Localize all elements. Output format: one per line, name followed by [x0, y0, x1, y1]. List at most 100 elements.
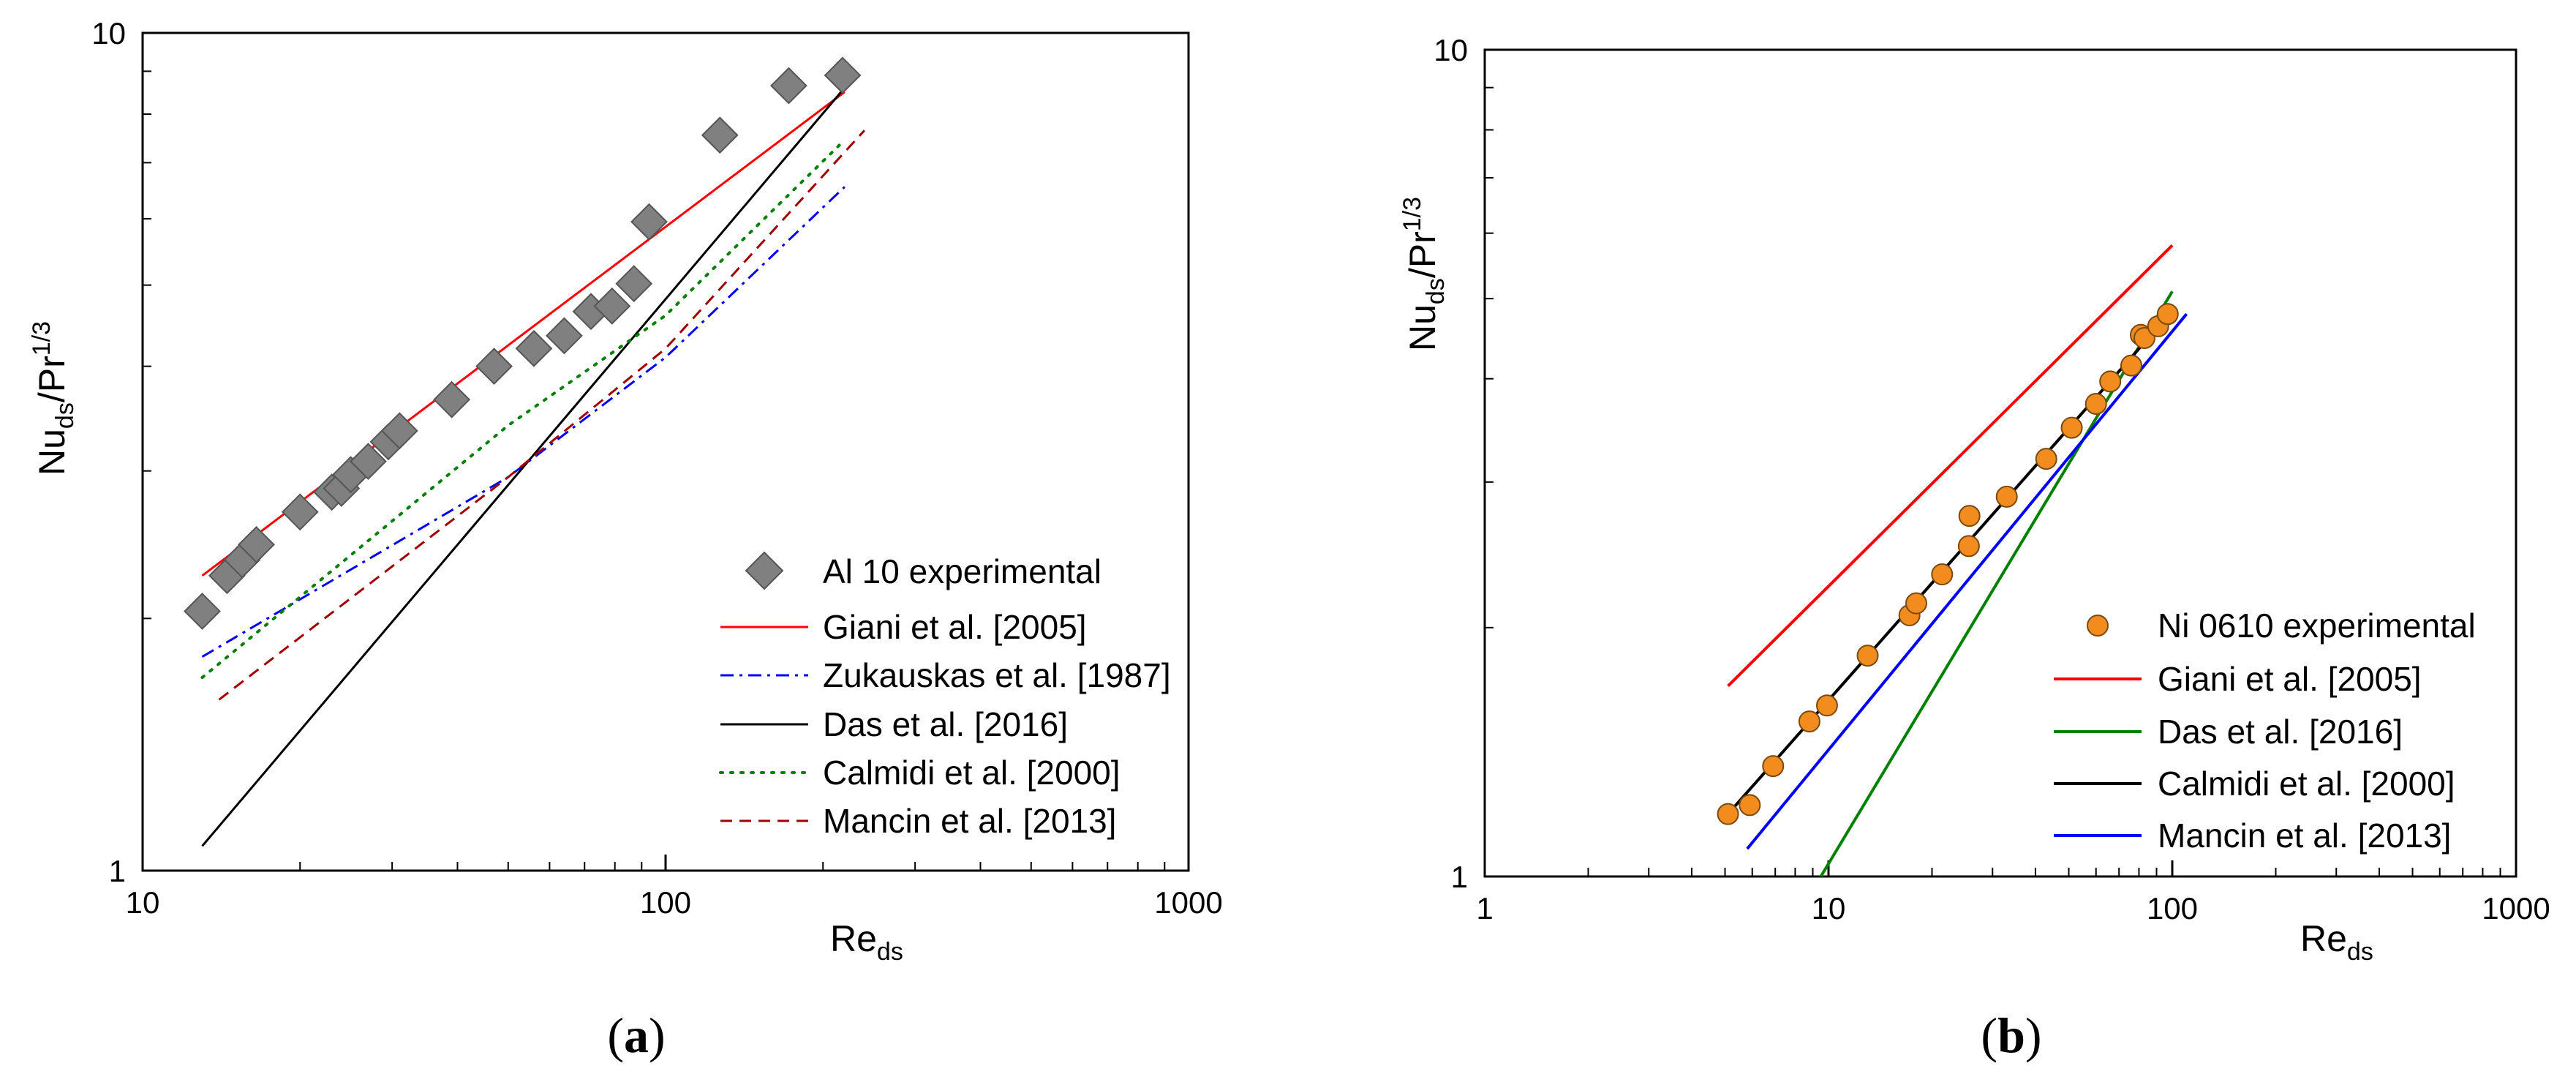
panel-a-minor-ticks: [143, 70, 1166, 871]
panel-a-al-10-experimental-point-12: [475, 348, 513, 386]
panel-a-legend-label-al10: Al 10 experimental: [823, 552, 1101, 590]
panel-b-y-axis-title-main: Nu: [1402, 304, 1443, 351]
panel-a-y-axis-title-sub: ds: [51, 402, 79, 429]
panel-a-legend-marker-al10: [745, 551, 784, 590]
panel-b-ni-0610-experimental-point-5: [1856, 645, 1879, 667]
panel-b-ytick-label-10: 10: [1434, 33, 1468, 67]
panel-a-x-axis-title-main: Re: [830, 918, 877, 959]
panel-a-caption-letter: a: [624, 1007, 649, 1063]
panel-a-al-10-experimental-point-20: [769, 67, 807, 105]
panel-b-ni-0610-experimental-point-4: [1815, 694, 1838, 717]
panel-a-caption: (a): [607, 1007, 665, 1063]
panel-a-ytick-label-1: 1: [109, 854, 126, 888]
panel-a-x-axis-title: Reds: [830, 918, 903, 966]
panel-a-al-10-experimental-point-0: [184, 593, 221, 630]
panel-a-xtick-label-1000: 1000: [1154, 885, 1222, 920]
panel-b-ni-0610-experimental-point-15: [2099, 370, 2122, 393]
panel-a-y-axis-title-mid: /Pr: [31, 356, 72, 402]
panel-a-zukauskas-et-al-1987-line: [201, 186, 846, 658]
panel-b-ni-0610-experimental-point-8: [1931, 563, 1954, 585]
panel-a-plot-frame: [141, 31, 1190, 872]
panel-b-ni-0610-experimental-point-13: [2060, 416, 2083, 439]
panel-b-ni-0610-experimental-point-10: [1958, 505, 1981, 528]
panel-a-legend-label-zukauskas: Zukauskas et al. [1987]: [823, 656, 1171, 694]
panel-b-legend: Ni 0610 experimental Giani et al. [2005]…: [2054, 607, 2476, 855]
panel-b-mancin-et-al-2013-line: [1746, 312, 2188, 850]
panel-b-caption-close-paren: ): [2025, 1007, 2042, 1063]
panel-b-ytick-label-1: 1: [1451, 860, 1468, 894]
panel-b-legend-label-giani: Giani et al. [2005]: [2158, 660, 2422, 698]
panel-a-al-10-experimental-point-19: [701, 116, 739, 154]
panel-a-legend-label-das: Das et al. [2016]: [823, 705, 1068, 743]
panel-b-ni-0610-experimental-point-1: [1739, 794, 1761, 816]
panel-b-minor-ticks: [1485, 86, 2501, 876]
panel-b-ni-0610-experimental-point-2: [1762, 755, 1785, 778]
panel-a-legend-label-mancin: Mancin et al. [2013]: [823, 802, 1116, 840]
panel-b-y-axis-title-sub: ds: [1422, 278, 1450, 304]
panel-a-al-10-experimental-point-4: [281, 493, 319, 531]
panel-b-legend-label-calmidi: Calmidi et al. [2000]: [2158, 765, 2455, 803]
panel-a: 10 100 1000 1 10 Reds Nuds/Pr1/3 Al 10 e…: [28, 16, 1223, 1063]
panel-b-y-axis-title: Nuds/Pr1/3: [1398, 197, 1450, 351]
panel-a-al-10-experimental-point-13: [515, 329, 553, 367]
panel-b-caption: (b): [1981, 1007, 2041, 1063]
panel-a-al-10-experimental-point-14: [546, 317, 583, 355]
panel-b-ni-0610-experimental-point-14: [2084, 392, 2107, 415]
panel-a-data-points: [184, 56, 862, 630]
panel-b-ni-0610-experimental-point-11: [1995, 485, 2018, 508]
panel-b-xtick-label-1: 1: [1476, 891, 1493, 926]
panel-b-series-lines: [1727, 244, 2188, 878]
panel-a-al-10-experimental-point-18: [630, 203, 668, 241]
panel-b-x-axis-title: Reds: [2300, 918, 2373, 966]
panel-b-ni-0610-experimental-point-7: [1905, 592, 1927, 615]
panel-a-legend: Al 10 experimental Giani et al. [2005] Z…: [719, 551, 1171, 840]
panel-b-ticks: [1483, 48, 2517, 878]
panel-b-xtick-label-100: 100: [2147, 891, 2198, 926]
panel-b: 1 10 100 1000 1 10 Reds Nuds/Pr1/3 Ni 06…: [1398, 33, 2550, 1063]
panel-b-xtick-label-10: 10: [1812, 891, 1846, 926]
panel-b-xtick-label-1000: 1000: [2482, 891, 2550, 926]
panel-a-ticks: [141, 31, 1190, 872]
panel-b-ni-0610-experimental-point-3: [1798, 710, 1820, 733]
panel-b-ni-0610-experimental-point-9: [1957, 535, 1980, 557]
panel-b-giani-et-al-2005-line: [1727, 244, 2174, 688]
panel-a-al-10-experimental-point-17: [615, 265, 653, 303]
panel-b-plot-frame: [1483, 48, 2517, 878]
panel-a-al-10-experimental-point-10: [380, 412, 418, 450]
panel-a-caption-open-paren: (: [607, 1007, 624, 1063]
panel-a-giani-et-al-2005-line: [201, 91, 846, 577]
panel-a-ytick-label-10: 10: [91, 16, 126, 50]
panel-b-caption-open-paren: (: [1981, 1007, 1997, 1063]
panel-a-das-et-al-2016-line: [201, 87, 846, 847]
panel-b-legend-label-mancin: Mancin et al. [2013]: [2158, 816, 2451, 855]
panel-a-mancin-et-al-2013-line: [218, 129, 866, 701]
panel-b-y-axis-title-mid: /Pr: [1402, 231, 1443, 278]
panel-a-calmidi-et-al-2000-line: [200, 138, 846, 680]
panel-b-caption-letter: b: [1997, 1007, 2025, 1063]
panel-a-y-axis-title-sup: 1/3: [28, 321, 56, 356]
panel-a-xtick-label-100: 100: [640, 885, 691, 920]
panel-a-x-axis-title-sub: ds: [877, 938, 903, 966]
panel-b-legend-label-ni0610: Ni 0610 experimental: [2158, 607, 2476, 645]
panel-a-series-lines: [200, 87, 866, 847]
panel-b-ni-0610-experimental-point-12: [2035, 448, 2057, 470]
panel-b-x-axis-title-main: Re: [2300, 918, 2347, 959]
panel-a-legend-label-giani: Giani et al. [2005]: [823, 608, 1087, 646]
panel-a-xtick-label-10: 10: [126, 885, 160, 920]
panel-a-al-10-experimental-point-3: [238, 525, 275, 563]
panel-a-y-axis-title: Nuds/Pr1/3: [28, 321, 79, 476]
panel-a-legend-label-calmidi: Calmidi et al. [2000]: [823, 754, 1121, 792]
panel-b-ni-0610-experimental-point-20: [2156, 303, 2179, 326]
panel-a-al-10-experimental-point-16: [593, 287, 631, 325]
panel-b-data-points: [1717, 303, 2179, 825]
panel-b-x-axis-title-sub: ds: [2347, 938, 2373, 966]
panel-b-ni-0610-experimental-point-16: [2120, 354, 2142, 377]
panel-b-legend-label-das: Das et al. [2016]: [2158, 713, 2403, 751]
panel-a-al-10-experimental-point-8: [350, 443, 387, 481]
panel-b-legend-marker-ni0610: [2087, 615, 2109, 637]
panel-b-ni-0610-experimental-point-0: [1717, 803, 1739, 825]
panel-a-al-10-experimental-point-21: [824, 56, 862, 94]
panel-a-al-10-experimental-point-11: [433, 380, 471, 418]
panel-a-caption-close-paren: ): [649, 1007, 666, 1063]
